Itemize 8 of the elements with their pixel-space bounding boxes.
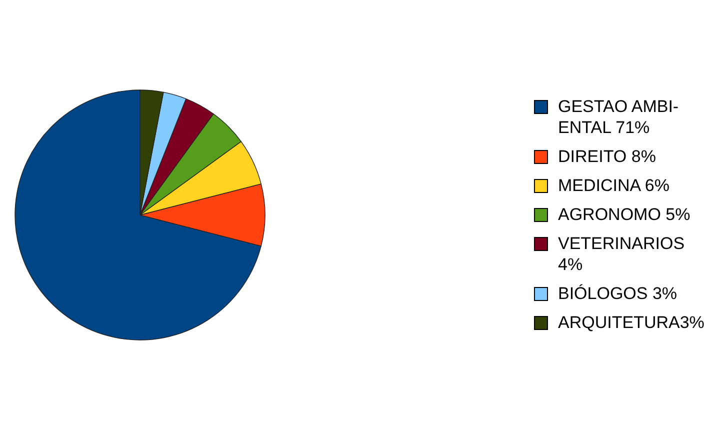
legend-label: AGRONOMO 5% xyxy=(558,204,690,224)
legend-label: GESTAO AMBI-ENTAL 71% xyxy=(558,96,680,138)
legend-label: ARQUITETURA3% xyxy=(558,312,704,332)
pie-slice xyxy=(14,90,262,340)
legend-label: DIREITO 8% xyxy=(558,146,656,166)
legend-label: MEDICINA 6% xyxy=(558,174,670,196)
legend-label: BIÓLOGOS 3% xyxy=(558,282,678,304)
legend-label: VETERINARIOS 4% xyxy=(558,232,686,274)
